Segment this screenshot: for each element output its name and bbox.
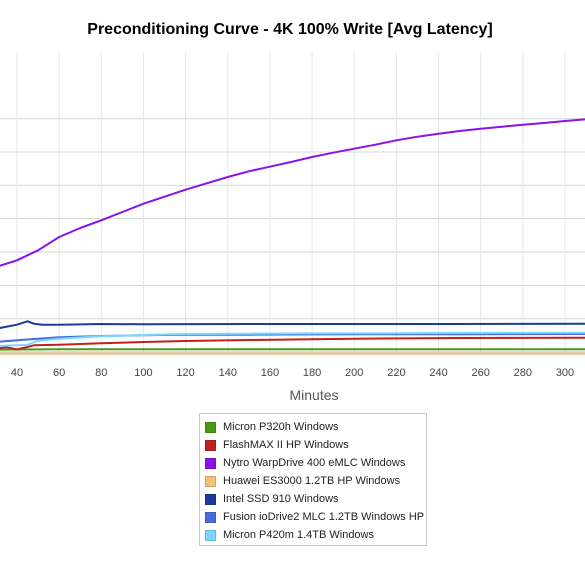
legend-swatch [205, 529, 216, 541]
legend-swatch [205, 493, 216, 505]
legend-swatch [205, 439, 216, 451]
legend-item: Micron P420m 1.4TB Windows [205, 526, 426, 544]
legend-label: FlashMAX II HP Windows [223, 439, 349, 451]
x-tick-label: 240 [429, 367, 447, 379]
legend-label: Intel SSD 910 Windows [223, 493, 339, 505]
x-tick-label: 160 [261, 367, 279, 379]
legend-label: Micron P420m 1.4TB Windows [223, 529, 374, 541]
x-tick-label: 60 [53, 367, 65, 379]
legend-label: Huawei ES3000 1.2TB HP Windows [223, 475, 401, 487]
series-line-2 [0, 336, 585, 351]
x-axis-label: Minutes [289, 387, 338, 403]
x-tick-label: 40 [11, 367, 23, 379]
legend-item: Nytro WarpDrive 400 eMLC Windows [205, 454, 426, 472]
x-tick-label: 300 [556, 367, 574, 379]
x-tick-label: 120 [176, 367, 194, 379]
legend-item: Huawei ES3000 1.2TB HP Windows [205, 472, 426, 490]
series-line-3 [0, 118, 585, 267]
legend-item: Intel SSD 910 Windows [205, 490, 426, 508]
series-line-7 [0, 331, 585, 347]
x-tick-label: 80 [95, 367, 107, 379]
legend-item: Fusion ioDrive2 MLC 1.2TB Windows HP [205, 508, 426, 526]
legend-item: FlashMAX II HP Windows [205, 436, 426, 454]
legend-label: Nytro WarpDrive 400 eMLC Windows [223, 457, 406, 469]
chart-title: Preconditioning Curve - 4K 100% Write [A… [87, 21, 492, 38]
legend-item: Micron P320h Windows [205, 418, 426, 436]
grid [0, 52, 585, 353]
series-line-5 [0, 320, 585, 329]
x-tick-label: 140 [219, 367, 237, 379]
x-tick-label: 220 [387, 367, 405, 379]
legend-swatch [205, 421, 216, 433]
legend: Micron P320h Windows FlashMAX II HP Windo… [199, 413, 427, 546]
x-tick-label: 100 [134, 367, 152, 379]
x-tick-label: 260 [472, 367, 490, 379]
x-axis-ticks: 40 60 80 100 120 140 160 180 200 220 240 260 280 300 [11, 367, 574, 379]
legend-swatch [205, 457, 216, 469]
x-tick-label: 280 [514, 367, 532, 379]
x-tick-label: 200 [345, 367, 363, 379]
x-tick-label: 180 [303, 367, 321, 379]
legend-swatch [205, 511, 216, 523]
legend-swatch [205, 475, 216, 487]
series-lines [0, 118, 585, 355]
legend-label: Fusion ioDrive2 MLC 1.2TB Windows HP [223, 511, 425, 523]
legend-label: Micron P320h Windows [223, 421, 339, 433]
